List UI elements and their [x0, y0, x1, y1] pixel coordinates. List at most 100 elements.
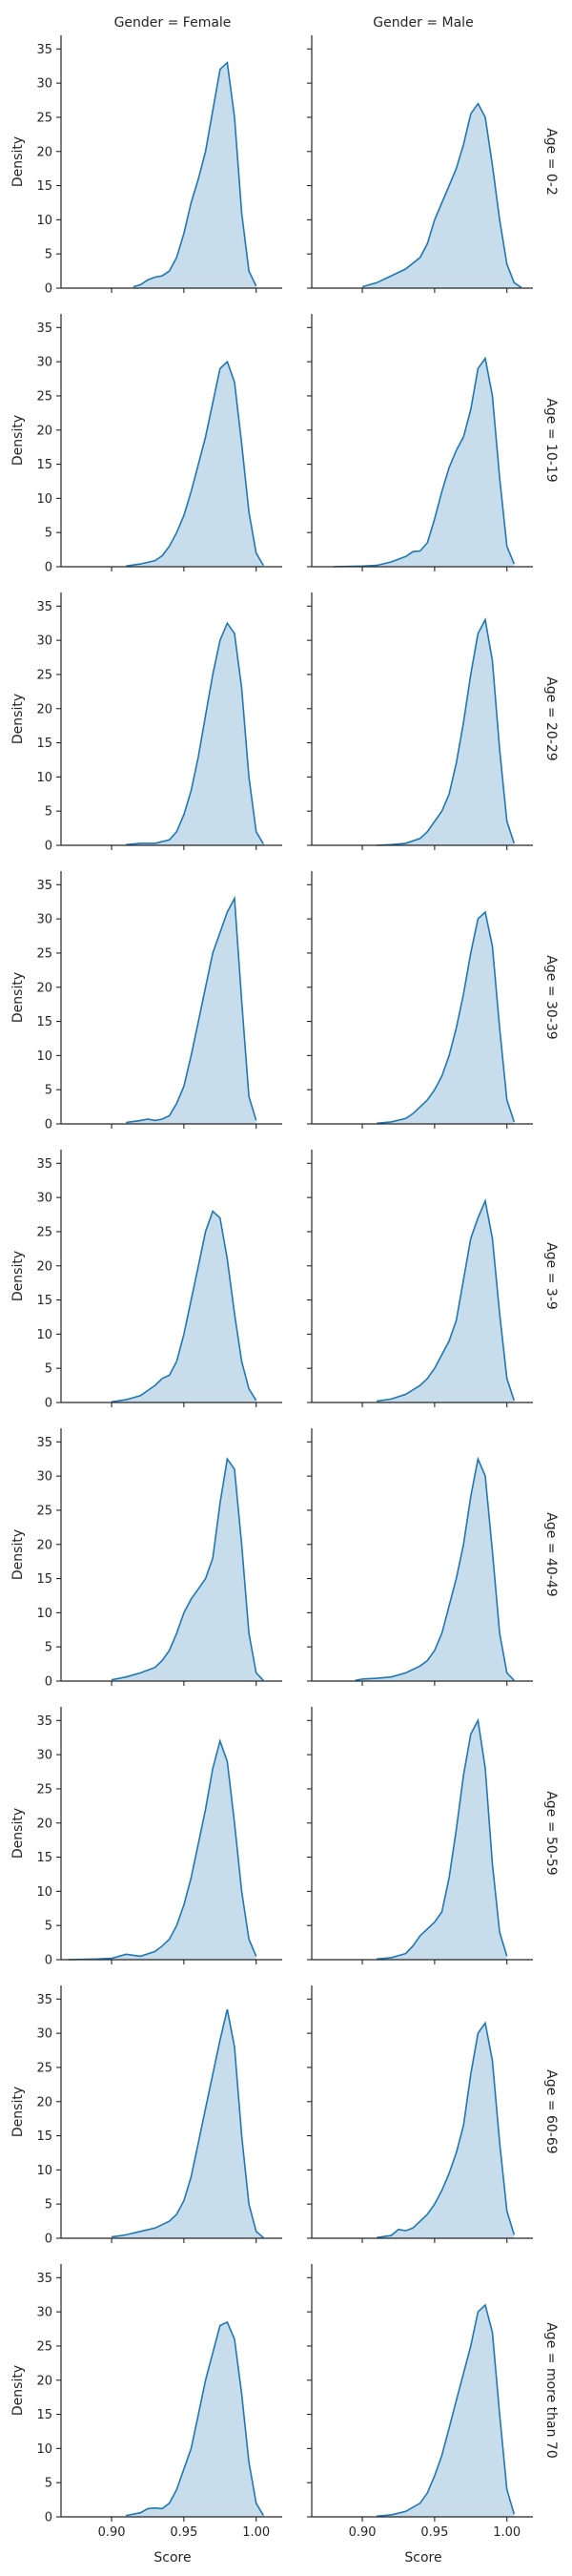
- kde-line-r0-c1: [361, 102, 522, 288]
- y-tick-label: 35: [36, 1993, 52, 2007]
- y-tick-label: 30: [36, 2306, 52, 2320]
- kde-area-r1-c0: [126, 362, 264, 567]
- kde-area-r0-c1: [362, 103, 521, 288]
- panel-r6-c1: Age = 50-59: [307, 1707, 559, 1964]
- kde-line-r5-c0: [111, 1457, 264, 1681]
- panel-r7-c0: 0 5 10 15 20 25 30 35 Density: [10, 1985, 282, 2247]
- y-tick-label: 20: [36, 702, 52, 717]
- panel-r3-c1: Age = 30-39: [307, 871, 559, 1129]
- y-tick-label: 15: [36, 458, 52, 472]
- kde-area-r8-c0: [126, 2321, 264, 2517]
- x-tick-label: 0.90: [349, 2525, 377, 2540]
- y-axis-title: Density: [10, 1251, 26, 1301]
- panel-r4-c1: Age = 3-9: [307, 1150, 559, 1407]
- row-title: Age = more than 70: [543, 2322, 559, 2459]
- y-tick-label: 5: [45, 2477, 52, 2491]
- y-axis-title: Density: [10, 1808, 26, 1859]
- y-tick-label: 5: [45, 1920, 52, 1934]
- y-tick-label: 20: [36, 1538, 52, 1552]
- y-tick-label: 0: [45, 2511, 52, 2525]
- y-tick-label: 30: [36, 77, 52, 92]
- x-axis-title-male: Score: [404, 2550, 441, 2566]
- y-tick-label: 0: [45, 1675, 52, 1690]
- kde-area-r2-c0: [126, 623, 264, 845]
- kde-line-r4-c0: [111, 1210, 257, 1403]
- kde-line-r2-c0: [126, 621, 264, 846]
- kde-line-r1-c0: [126, 360, 264, 568]
- y-axis-title: Density: [10, 2365, 26, 2416]
- panel-r2-c0: 0 5 10 15 20 25 30 35 Density: [10, 592, 282, 854]
- y-axis-title: Density: [10, 694, 26, 744]
- y-tick-label: 10: [36, 2442, 52, 2457]
- kde-area-r6-c1: [377, 1720, 507, 1960]
- y-tick-label: 10: [36, 1885, 52, 1900]
- kde-line-r7-c0: [111, 2008, 264, 2238]
- kde-line-r6-c1: [377, 1717, 508, 1961]
- y-axis-title: Density: [10, 1529, 26, 1580]
- y-tick-label: 15: [36, 1294, 52, 1308]
- row-title: Age = 10-19: [543, 398, 559, 482]
- y-tick-label: 20: [36, 2374, 52, 2388]
- y-tick-label: 30: [36, 356, 52, 370]
- y-tick-label: 5: [45, 1362, 52, 1377]
- y-tick-label: 35: [36, 2272, 52, 2286]
- column-titles: Gender = Female Gender = Male: [114, 15, 474, 31]
- panel-r1-c0: 0 5 10 15 20 25 30 35 Density: [10, 314, 282, 575]
- x-tick-label: 0.95: [170, 2525, 197, 2540]
- y-tick-label: 30: [36, 1749, 52, 1763]
- kde-line-r4-c1: [377, 1197, 516, 1402]
- y-tick-label: 15: [36, 737, 52, 751]
- y-tick-label: 30: [36, 1192, 52, 1206]
- y-tick-label: 20: [36, 2095, 52, 2109]
- y-axis-title: Density: [10, 136, 26, 187]
- y-tick-label: 20: [36, 981, 52, 995]
- y-tick-label: 10: [36, 1328, 52, 1342]
- panel-r0-c0: 0 5 10 15 20 25 30 35 Density: [10, 35, 282, 297]
- row-title: Age = 40-49: [543, 1512, 559, 1596]
- facet-panels: 0 5 10 15 20 25 30 35 Density Age = 0-2 0 5 10 15 20 25…: [10, 35, 559, 2540]
- y-tick-label: 10: [36, 2164, 52, 2178]
- y-tick-label: 25: [36, 2061, 52, 2075]
- x-tick-label: 0.95: [420, 2525, 448, 2540]
- x-axis-title-female: Score: [153, 2550, 191, 2566]
- kde-line-r8-c0: [126, 2320, 264, 2517]
- kde-area-r6-c0: [68, 1740, 256, 1960]
- y-tick-label: 35: [36, 879, 52, 893]
- kde-line-r2-c1: [377, 617, 516, 846]
- y-tick-label: 0: [45, 282, 52, 297]
- x-tick-label: 0.90: [98, 2525, 126, 2540]
- kde-area-r4-c1: [377, 1200, 515, 1402]
- y-tick-label: 25: [36, 2339, 52, 2354]
- y-tick-label: 30: [36, 634, 52, 649]
- y-tick-label: 15: [36, 179, 52, 194]
- kde-area-r7-c0: [112, 2009, 264, 2238]
- y-tick-label: 10: [36, 1049, 52, 1064]
- y-tick-label: 5: [45, 1084, 52, 1098]
- y-tick-label: 20: [36, 1259, 52, 1274]
- kde-area-r7-c1: [377, 2023, 515, 2238]
- row-title: Age = 3-9: [543, 1242, 559, 1310]
- kde-area-r4-c0: [112, 1211, 256, 1402]
- y-tick-label: 35: [36, 1714, 52, 1729]
- y-tick-label: 35: [36, 322, 52, 336]
- y-tick-label: 5: [45, 2198, 52, 2212]
- kde-line-r3-c1: [377, 910, 516, 1125]
- panel-r2-c1: Age = 20-29: [307, 592, 559, 850]
- y-tick-label: 35: [36, 1157, 52, 1172]
- kde-area-r3-c0: [126, 898, 256, 1124]
- row-title: Age = 20-29: [543, 676, 559, 760]
- y-tick-label: 15: [36, 1015, 52, 1029]
- panel-r0-c1: Age = 0-2: [307, 35, 559, 293]
- kde-area-r5-c0: [112, 1459, 264, 1681]
- panel-r7-c1: Age = 60-69: [307, 1985, 559, 2243]
- kde-area-r3-c1: [377, 912, 515, 1124]
- y-tick-label: 30: [36, 2027, 52, 2042]
- y-tick-label: 0: [45, 1954, 52, 1968]
- x-tick-label: 1.00: [493, 2525, 521, 2540]
- y-tick-label: 15: [36, 2408, 52, 2422]
- y-tick-label: 20: [36, 145, 52, 159]
- y-tick-label: 10: [36, 771, 52, 785]
- y-tick-label: 30: [36, 913, 52, 927]
- col-title-female: Gender = Female: [114, 15, 232, 31]
